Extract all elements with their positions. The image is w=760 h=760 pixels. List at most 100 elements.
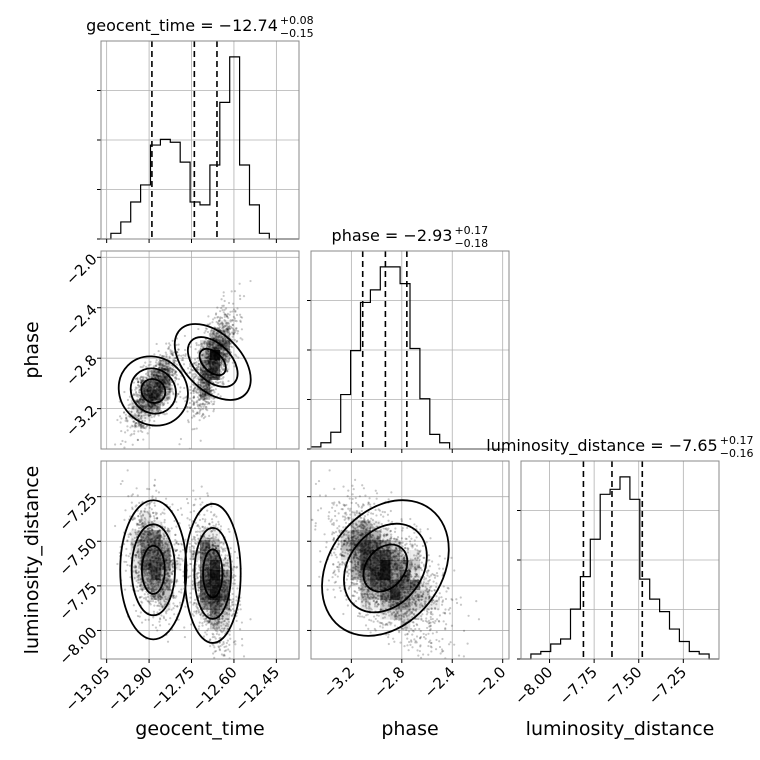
sample-point [209, 389, 212, 392]
sample-point [147, 414, 150, 417]
sample-point [147, 586, 151, 589]
sample-point [157, 363, 161, 367]
sample-point [208, 342, 211, 345]
sample-point [239, 320, 242, 323]
sample-point [150, 403, 153, 406]
sample-point [174, 533, 177, 536]
sample-point [125, 547, 128, 551]
sample-point [221, 337, 224, 341]
sample-point [181, 559, 184, 562]
sample-point [225, 343, 228, 346]
sample-point [196, 387, 199, 390]
sample-point [191, 613, 194, 616]
sample-point [131, 507, 134, 511]
sample-point [222, 563, 225, 566]
sample-point [193, 387, 196, 391]
sample-point [219, 351, 223, 354]
sample-point [149, 587, 152, 590]
sample-point [222, 304, 225, 307]
sample-point [141, 425, 144, 428]
sample-point [157, 374, 160, 378]
sample-point [138, 550, 141, 554]
sample-point [209, 391, 212, 394]
sample-point [203, 331, 206, 334]
sample-point [215, 337, 218, 340]
sample-point [161, 380, 164, 383]
sample-point [195, 427, 198, 430]
sample-point [172, 607, 175, 610]
sample-point [171, 353, 174, 356]
sample-point [145, 425, 148, 428]
sample-point [182, 354, 185, 357]
sample-point [207, 374, 210, 377]
sample-point [221, 337, 224, 340]
sample-point [208, 341, 211, 344]
sample-point [147, 527, 150, 530]
sample-point [160, 377, 163, 380]
sample-point [205, 607, 208, 610]
sample-point [220, 321, 224, 324]
sample-point [137, 401, 140, 404]
sample-point [152, 511, 155, 514]
sample-point [220, 335, 224, 338]
sample-point [200, 379, 203, 382]
sample-point [197, 611, 200, 614]
sample-point [228, 340, 231, 343]
sample-point [137, 423, 140, 426]
sample-point [138, 399, 141, 402]
sample-point [223, 352, 227, 355]
sample-point [217, 344, 220, 347]
sample-point [150, 582, 153, 585]
sample-point [193, 407, 196, 410]
sample-point [151, 405, 154, 409]
sample-point [207, 378, 210, 381]
sample-point [207, 373, 210, 377]
sample-point [173, 543, 176, 546]
sample-point [229, 310, 232, 313]
sample-point [196, 606, 199, 609]
sample-point [141, 452, 143, 454]
sample-point [154, 601, 157, 604]
sample-point [138, 512, 141, 515]
sample-point [203, 600, 206, 603]
sample-point [213, 400, 216, 403]
sample-point [208, 343, 211, 346]
sample-point [157, 362, 160, 366]
sample-point [226, 329, 229, 332]
sample-point [167, 345, 171, 349]
sample-point [153, 590, 156, 593]
sample-point [171, 352, 174, 355]
sample-point [150, 416, 153, 419]
sample-point [125, 417, 128, 420]
sample-point [201, 369, 205, 372]
sample-point [232, 612, 235, 616]
sample-point [207, 352, 210, 355]
sample-point [161, 379, 164, 382]
sample-point [148, 408, 152, 411]
density-region [113, 279, 252, 449]
density-cell [200, 389, 211, 400]
sample-point [206, 385, 209, 389]
sample-point [138, 398, 141, 401]
sample-point [224, 355, 227, 358]
sample-point [138, 402, 141, 406]
sample-point [235, 619, 238, 623]
sample-point [194, 412, 197, 416]
sample-point [204, 356, 208, 360]
sample-point [199, 348, 202, 351]
sample-point [152, 381, 155, 384]
sample-point [140, 526, 143, 529]
sample-point [191, 428, 194, 431]
sample-point [174, 376, 177, 379]
sample-point [200, 378, 203, 382]
sample-point [136, 377, 139, 380]
sample-point [156, 383, 159, 386]
sample-point [212, 397, 215, 400]
sample-point [197, 359, 200, 362]
sample-point [195, 609, 198, 613]
sample-point [211, 632, 214, 635]
sample-point [162, 403, 165, 406]
sample-point [223, 575, 226, 578]
sample-point [153, 604, 156, 607]
sample-point [225, 612, 228, 615]
